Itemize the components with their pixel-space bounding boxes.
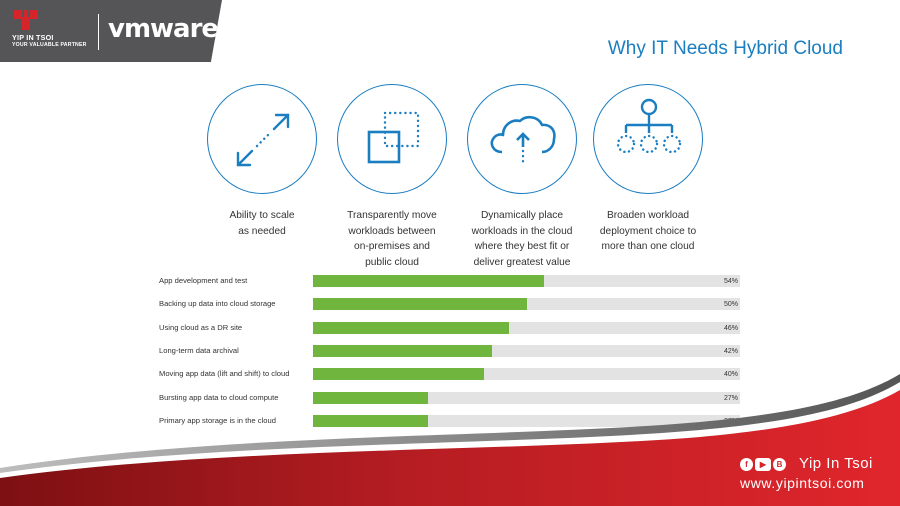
hierarchy-icon [616, 98, 682, 154]
footer-swoosh [0, 374, 900, 506]
bar-track [313, 275, 740, 287]
bar-label: Long-term data archival [159, 345, 239, 355]
bar-track [313, 321, 740, 334]
bar-track [313, 298, 740, 311]
logo-header: YIP IN TSOI YOUR VALUABLE PARTNER vmware [0, 0, 222, 62]
feature-cloud: Dynamically place workloads in the cloud… [452, 84, 592, 270]
feature-circle [467, 84, 577, 194]
blockdit-icon[interactable]: B [773, 458, 786, 471]
feature-scale: Ability to scale as needed [192, 84, 332, 239]
feature-circle [207, 84, 317, 194]
bar [313, 344, 493, 357]
bar [313, 275, 544, 287]
bar-value-label: 46% [723, 324, 738, 332]
feature-circle [337, 84, 447, 194]
cloud-upload-icon [490, 115, 556, 165]
move-workload-icon [367, 111, 420, 164]
social-icons: f ▶ B [740, 458, 786, 471]
feature-circle [593, 84, 703, 194]
yip-in-tsoi-logo-icon [14, 10, 38, 30]
bar-value-label: 42% [723, 347, 738, 355]
feature-caption: Ability to scale as needed [229, 210, 295, 237]
partner-name: YIP IN TSOI [12, 33, 54, 42]
bar-label: App development and test [159, 276, 248, 285]
scale-arrows-icon [236, 113, 290, 167]
feature-deployment: Broaden workload deployment choice to mo… [578, 84, 718, 255]
brand-url[interactable]: www.yipintsoi.com [740, 475, 865, 491]
bar-label: Using cloud as a DR site [159, 322, 243, 332]
feature-move: Transparently move workloads between on-… [322, 84, 462, 270]
feature-caption: Dynamically place workloads in the cloud… [471, 210, 573, 268]
logo-divider [98, 14, 99, 50]
facebook-icon[interactable]: f [740, 458, 753, 471]
bar-value-label: 54% [723, 278, 738, 285]
feature-caption: Transparently move workloads between on-… [347, 210, 437, 268]
partner-tagline: YOUR VALUABLE PARTNER [12, 42, 87, 48]
brand-name: Yip In Tsoi [799, 455, 873, 472]
youtube-icon[interactable]: ▶ [755, 458, 771, 471]
bar-label: Backing up data into cloud storage [159, 299, 276, 309]
bar-value-label: 50% [723, 301, 738, 309]
page-title: Why IT Needs Hybrid Cloud [607, 38, 843, 59]
bar-track [313, 344, 740, 357]
feature-caption: Broaden workload deployment choice to mo… [599, 210, 697, 252]
bar [313, 298, 527, 311]
bar [313, 321, 510, 334]
vmware-logo: vmware [108, 14, 219, 44]
